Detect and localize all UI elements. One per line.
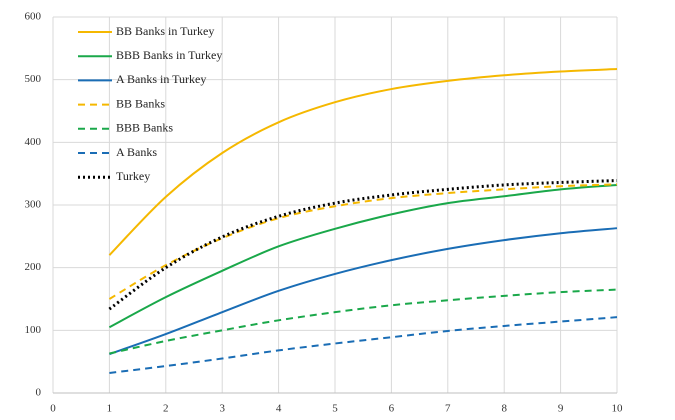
legend-label: BB Banks in Turkey bbox=[116, 24, 214, 38]
y-tick-label: 500 bbox=[25, 73, 42, 85]
y-tick-label: 200 bbox=[25, 261, 42, 273]
x-tick-label: 10 bbox=[612, 403, 624, 415]
x-tick-label: 8 bbox=[501, 403, 507, 415]
x-tick-label: 1 bbox=[107, 403, 113, 415]
x-tick-label: 5 bbox=[332, 403, 338, 415]
legend-label: A Banks in Turkey bbox=[116, 72, 206, 86]
y-tick-label: 600 bbox=[25, 11, 42, 23]
x-tick-label: 9 bbox=[558, 403, 564, 415]
series-line bbox=[109, 316, 618, 374]
series-line bbox=[108, 179, 618, 311]
x-tick-label: 4 bbox=[276, 403, 282, 415]
x-tick-label: 3 bbox=[219, 403, 225, 415]
y-tick-label: 400 bbox=[25, 136, 42, 148]
y-tick-label: 300 bbox=[25, 199, 42, 211]
x-tick-label: 2 bbox=[163, 403, 169, 415]
x-tick-label: 0 bbox=[50, 403, 56, 415]
x-tick-label: 6 bbox=[389, 403, 395, 415]
y-tick-label: 0 bbox=[36, 387, 42, 399]
series-line bbox=[109, 227, 618, 356]
series-line bbox=[108, 183, 618, 300]
legend-label: BBB Banks bbox=[116, 121, 173, 135]
legend-label: BBB Banks in Turkey bbox=[116, 48, 222, 62]
x-tick-label: 7 bbox=[445, 403, 451, 415]
y-tick-label: 100 bbox=[25, 324, 42, 336]
series-line bbox=[109, 288, 618, 355]
legend-label: BB Banks bbox=[116, 96, 165, 110]
series-line bbox=[108, 183, 618, 329]
series-line bbox=[108, 68, 618, 256]
legend-label: Turkey bbox=[116, 169, 150, 183]
legend-label: A Banks bbox=[116, 145, 157, 159]
